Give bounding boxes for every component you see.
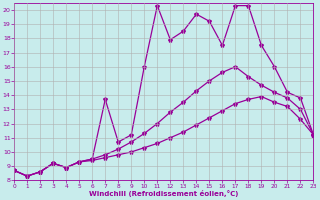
X-axis label: Windchill (Refroidissement éolien,°C): Windchill (Refroidissement éolien,°C) xyxy=(89,190,238,197)
